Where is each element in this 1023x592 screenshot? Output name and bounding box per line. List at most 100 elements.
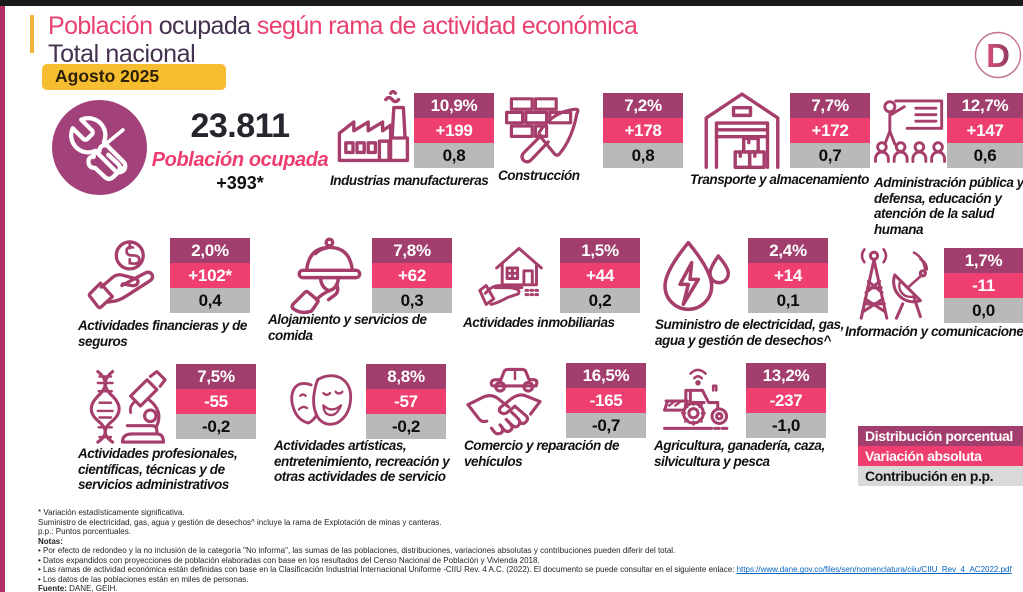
distribution-value: 7,8% <box>372 238 452 263</box>
footnote-line: Suministro de electricidad, gas, agua y … <box>38 517 442 527</box>
legend-contribution: Contribución en p.p. <box>858 466 1023 486</box>
title-segment: ocupada <box>158 12 257 40</box>
distribution-value: 7,7% <box>790 93 870 118</box>
contribution-value: 0,4 <box>170 288 250 313</box>
distribution-value: 1,7% <box>944 248 1023 273</box>
title-segment: según rama de actividad económica <box>256 12 638 40</box>
left-accent-bar <box>0 6 5 592</box>
sector-label: Suministro de electricidad, gas, agua y … <box>655 317 844 348</box>
sector-label: Administración pública y defensa, educac… <box>874 175 1023 237</box>
factory-icon <box>333 90 413 170</box>
stats-block: 1,5% +44 0,2 <box>560 238 640 313</box>
total-population-label: Población ocupada <box>151 149 329 171</box>
variation-value: +199 <box>414 118 494 143</box>
contribution-value: -0,2 <box>176 414 256 439</box>
bricks-trowel-icon <box>505 94 585 166</box>
stats-block: 7,7% +172 0,7 <box>790 93 870 168</box>
stats-block: 16,5% -165 -0,7 <box>566 363 646 438</box>
contribution-value: -0,7 <box>566 413 646 438</box>
page-title: Población ocupada según rama de activida… <box>48 11 748 41</box>
footnote-bullet-text: • Las ramas de actividad económica están… <box>38 565 737 575</box>
variation-value: +14 <box>748 263 828 288</box>
contribution-value: 0,7 <box>790 143 870 168</box>
footnote-bullet: • Datos expandidos con proyecciones de p… <box>38 555 540 565</box>
contribution-value: -0,2 <box>366 414 446 439</box>
dna-microscope-icon <box>88 368 170 444</box>
stats-block: 7,2% +178 0,8 <box>603 93 683 168</box>
title-accent-tick <box>30 15 34 53</box>
footnote-notes-label: Notas: <box>38 536 63 546</box>
distribution-value: 8,8% <box>366 364 446 389</box>
warehouse-icon <box>699 89 785 169</box>
contribution-value: 0,2 <box>560 288 640 313</box>
footnote-bullet: • Los datos de las poblaciones están en … <box>38 574 249 584</box>
variation-value: +62 <box>372 263 452 288</box>
population-circle <box>52 100 147 195</box>
footnote-source: Fuente: DANE, GEIH. <box>38 584 1018 592</box>
variation-value: +172 <box>790 118 870 143</box>
stats-block: 7,5% -55 -0,2 <box>176 364 256 439</box>
distribution-value: 12,7% <box>947 93 1023 118</box>
svg-text:D: D <box>986 37 1010 74</box>
drop-bolt-icon <box>653 236 737 316</box>
dane-logo: D <box>974 31 1022 79</box>
source-value: DANE, GEIH. <box>66 584 118 592</box>
distribution-value: 13,2% <box>746 363 826 388</box>
variation-value: -165 <box>566 388 646 413</box>
period-badge: Agosto 2025 <box>42 64 226 90</box>
distribution-value: 16,5% <box>566 363 646 388</box>
legend-variation: Variación absoluta <box>858 446 1023 466</box>
variation-value: +44 <box>560 263 640 288</box>
sector-label: Industrias manufactureras <box>330 173 489 188</box>
sector-label: Actividades profesionales, científicas, … <box>78 446 238 492</box>
stats-block: 1,7% -11 0,0 <box>944 248 1023 323</box>
sector-label: Agricultura, ganadería, caza, silvicultu… <box>654 438 825 469</box>
footnote-line: p.p.: Puntos porcentuales. <box>38 527 131 537</box>
stats-block: 8,8% -57 -0,2 <box>366 364 446 439</box>
variation-value: -57 <box>366 389 446 414</box>
total-population: 23.811 <box>190 107 290 145</box>
variation-value: -55 <box>176 389 256 414</box>
ciiu-link[interactable]: https://www.dane.gov.co/files/sen/nomenc… <box>736 565 1012 575</box>
legend: Distribución porcentual Variación absolu… <box>858 426 1023 486</box>
sector-label: Actividades artísticas, entretenimiento,… <box>274 438 450 484</box>
contribution-value: 0,1 <box>748 288 828 313</box>
summary-figures: 23.811 Población ocupada +393* <box>150 107 330 194</box>
footnote-bullet: • Las ramas de actividad económica están… <box>38 565 1018 575</box>
sector-label: Comercio y reparación de vehículos <box>464 438 620 469</box>
sector-label: Información y comunicaciones <box>845 324 1023 339</box>
contribution-value: 0,8 <box>603 143 683 168</box>
footnote-line: * Variación estadísticamente significati… <box>38 508 185 517</box>
variation-value: -237 <box>746 388 826 413</box>
variation-value: +102* <box>170 263 250 288</box>
hand-coin-icon <box>85 238 165 314</box>
cloche-icon <box>286 236 368 316</box>
tractor-icon <box>660 362 736 434</box>
stats-block: 12,7% +147 0,6 <box>947 93 1023 168</box>
contribution-value: 0,6 <box>947 143 1023 168</box>
total-variation: +393* <box>216 173 264 193</box>
contribution-value: 0,3 <box>372 288 452 313</box>
footnote-bullet: • Por efecto de redondeo y la no inclusi… <box>38 546 676 556</box>
top-black-bar <box>0 0 1023 6</box>
stats-block: 10,9% +199 0,8 <box>414 93 494 168</box>
footnotes: * Variación estadísticamente significati… <box>38 508 1018 592</box>
distribution-value: 7,5% <box>176 364 256 389</box>
tools-icon <box>69 116 128 181</box>
stats-block: 2,4% +14 0,1 <box>748 238 828 313</box>
contribution-value: 0,0 <box>944 298 1023 323</box>
sector-label: Actividades inmobiliarias <box>463 315 615 330</box>
variation-value: +147 <box>947 118 1023 143</box>
theater-masks-icon <box>288 370 356 438</box>
distribution-value: 1,5% <box>560 238 640 263</box>
sector-label: Construcción <box>498 168 580 183</box>
stats-block: 7,8% +62 0,3 <box>372 238 452 313</box>
sector-label: Alojamiento y servicios de comida <box>268 312 427 343</box>
distribution-value: 2,4% <box>748 238 828 263</box>
hand-house-icon <box>477 238 547 312</box>
antenna-dish-icon <box>850 246 930 320</box>
stats-block: 2,0% +102* 0,4 <box>170 238 250 313</box>
contribution-value: -1,0 <box>746 413 826 438</box>
legend-distribution: Distribución porcentual <box>858 426 1023 446</box>
